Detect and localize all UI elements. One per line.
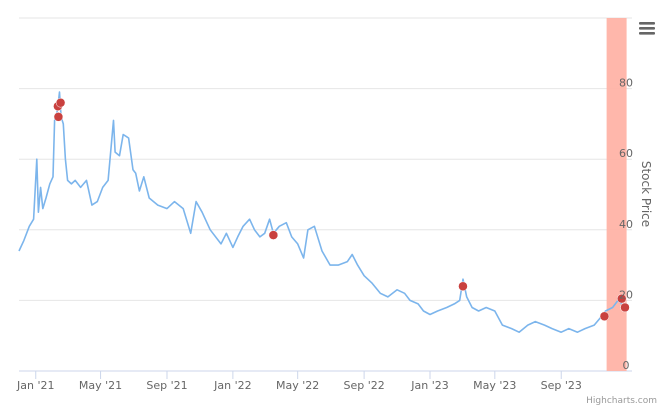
event-marker[interactable] [599, 311, 610, 322]
x-tick-label: Jan '21 [16, 379, 54, 392]
x-tick-label: May '22 [276, 379, 319, 392]
x-tick-label: May '21 [79, 379, 122, 392]
stock-price-series-line [18, 91, 628, 333]
hamburger-menu-icon[interactable] [636, 18, 658, 38]
event-marker[interactable] [53, 112, 64, 122]
event-marker[interactable] [620, 302, 630, 313]
x-tick-label: Jan '23 [410, 379, 448, 392]
x-tick-label: May '23 [473, 379, 516, 392]
y-tick-label: 40 [619, 218, 633, 231]
highlight-band [606, 18, 627, 371]
y-axis: 0 20 40 60 80 [619, 77, 633, 372]
y-tick-label: 60 [619, 147, 633, 160]
event-marker[interactable] [55, 97, 66, 108]
event-marker[interactable] [268, 230, 279, 240]
event-marker[interactable] [616, 293, 627, 304]
y-tick-label: 0 [623, 359, 630, 372]
y-tick-label: 20 [619, 288, 633, 301]
x-tick-label: Jan '22 [213, 379, 251, 392]
x-tick-label: Sep '21 [146, 379, 187, 392]
gridlines [19, 17, 632, 372]
y-tick-label: 80 [619, 77, 633, 90]
credits-link[interactable]: Highcharts.com [586, 396, 657, 406]
x-tick-label: Sep '23 [541, 379, 582, 392]
x-tick-label: Sep '22 [343, 379, 384, 392]
event-markers [53, 97, 630, 322]
x-axis: Jan '21 May '21 Sep '21 Jan '22 May '22 Sep '… [16, 371, 582, 392]
y-axis-title: Stock Price [639, 161, 653, 227]
event-marker[interactable] [458, 281, 468, 292]
